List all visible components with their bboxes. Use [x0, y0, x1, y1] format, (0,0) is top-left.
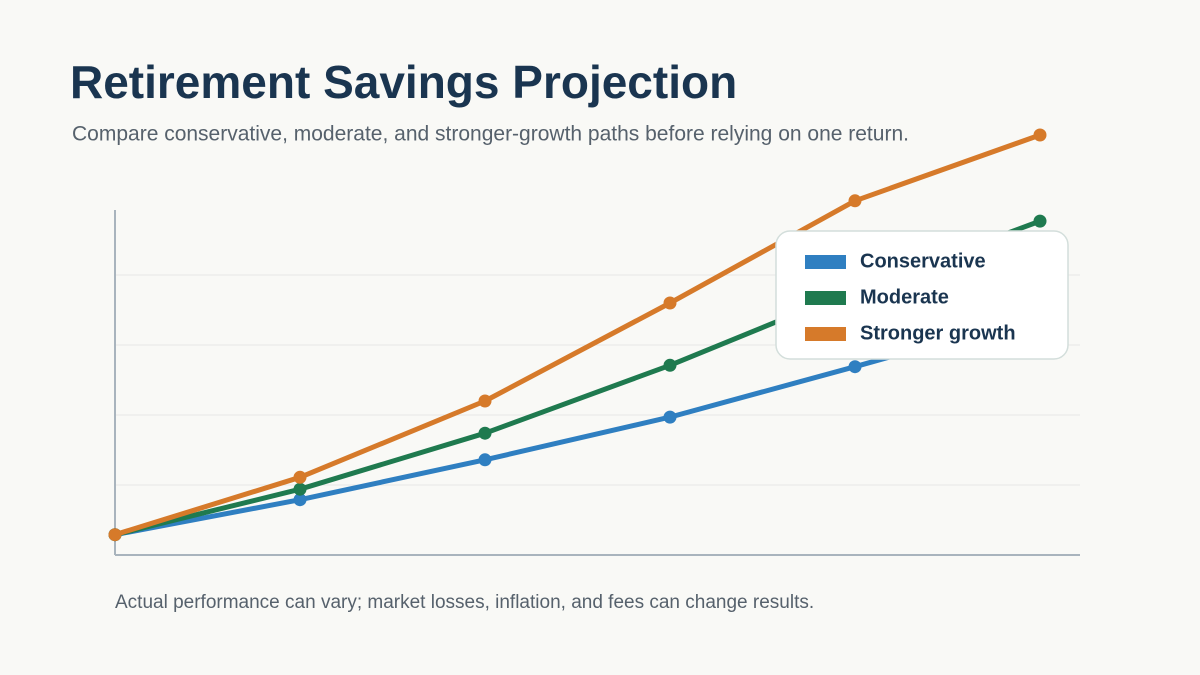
- legend-label: Conservative: [860, 250, 986, 272]
- data-point: [108, 528, 122, 542]
- legend-box: [775, 230, 1069, 360]
- footnote: Actual performance can vary; market loss…: [115, 592, 814, 613]
- data-point: [1033, 214, 1047, 228]
- data-point: [663, 296, 677, 310]
- legend-swatch: [805, 255, 846, 269]
- legend-label: Moderate: [860, 286, 949, 308]
- data-point: [478, 394, 492, 408]
- data-point: [663, 410, 677, 424]
- legend-swatch: [805, 327, 846, 341]
- legend-label: Stronger growth: [860, 322, 1016, 344]
- chart-subtitle: Compare conservative, moderate, and stro…: [72, 123, 909, 146]
- data-point: [1033, 128, 1047, 142]
- data-point: [293, 493, 307, 507]
- legend-swatch: [805, 291, 846, 305]
- data-point: [848, 194, 862, 208]
- data-point: [293, 482, 307, 496]
- chart-title: Retirement Savings Projection: [70, 56, 737, 108]
- data-point: [663, 358, 677, 372]
- data-point: [293, 470, 307, 484]
- data-point: [478, 426, 492, 440]
- data-point: [478, 453, 492, 467]
- series-line: [114, 132, 1041, 538]
- data-point: [848, 360, 862, 374]
